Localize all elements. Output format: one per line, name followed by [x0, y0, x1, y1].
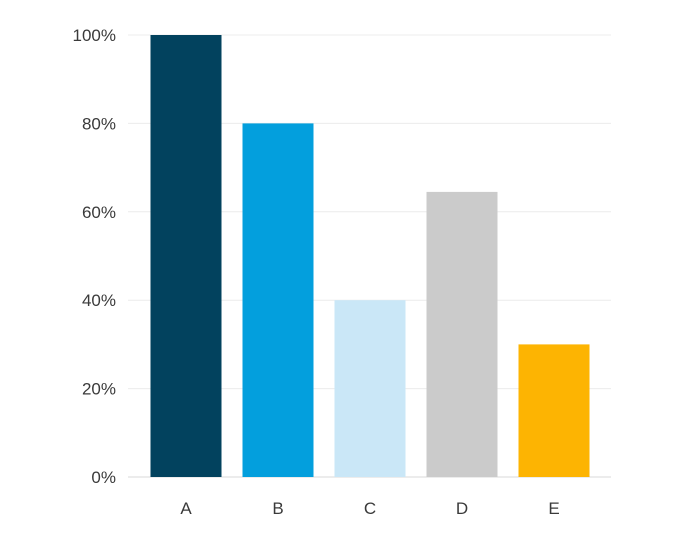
y-tick-label: 40%	[82, 291, 116, 310]
y-tick-label: 80%	[82, 114, 116, 133]
x-tick-label: D	[456, 499, 468, 518]
x-tick-label: B	[272, 499, 283, 518]
y-tick-label: 0%	[91, 468, 116, 487]
bars	[150, 35, 590, 478]
y-axis-ticks: 0% 20% 40% 60% 80% 100%	[73, 26, 116, 487]
y-tick-label: 60%	[82, 203, 116, 222]
x-axis-ticks: A B C D E	[180, 499, 559, 518]
x-tick-label: C	[364, 499, 376, 518]
bar-c	[334, 300, 406, 477]
y-tick-label: 100%	[73, 26, 116, 45]
bar-d	[426, 191, 498, 477]
bar-b	[242, 123, 314, 478]
y-tick-label: 20%	[82, 380, 116, 399]
bar-a	[150, 35, 222, 477]
x-tick-label: E	[548, 499, 559, 518]
bar-e	[518, 344, 590, 477]
x-tick-label: A	[180, 499, 192, 518]
